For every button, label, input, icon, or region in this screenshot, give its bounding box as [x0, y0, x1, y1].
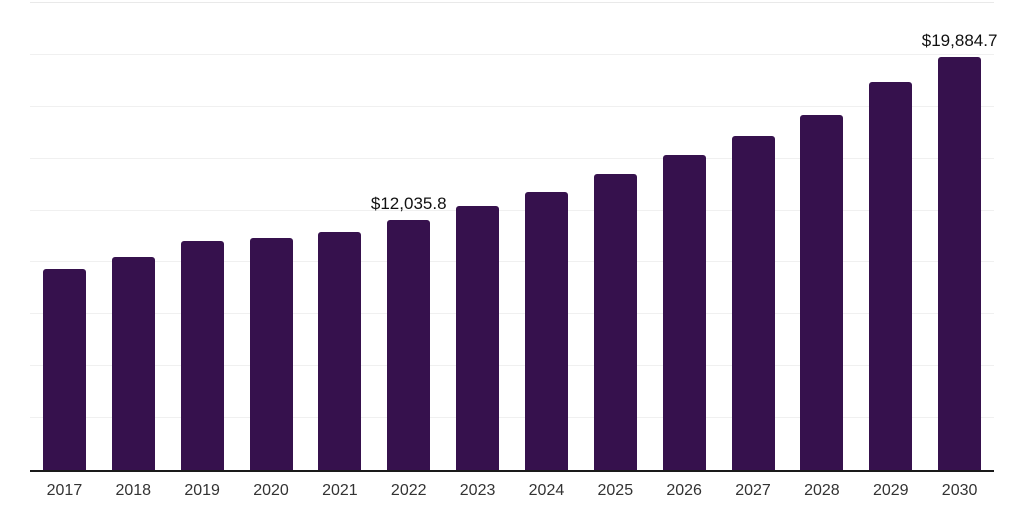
bar-2024 — [524, 192, 568, 470]
bar-slot — [856, 3, 925, 470]
gridline — [30, 313, 994, 315]
x-tick-2024: 2024 — [528, 482, 565, 499]
bar-slot — [719, 3, 788, 470]
bar-2017 — [42, 269, 86, 470]
bar-2020 — [249, 238, 293, 470]
gridline — [30, 157, 994, 159]
x-axis-line — [30, 470, 994, 472]
x-tick-2020: 2020 — [253, 482, 289, 499]
gridline — [30, 261, 994, 263]
x-tick-2025: 2025 — [597, 482, 634, 499]
bar-2027 — [731, 136, 775, 470]
x-tick-2027: 2027 — [735, 482, 771, 499]
gridline — [30, 209, 994, 211]
bar-2023 — [456, 206, 500, 470]
bar-slot — [787, 3, 856, 470]
gridline — [30, 417, 994, 419]
bar-slot: $12,035.8 — [371, 3, 447, 470]
bars-container: $12,035.8 $19,884.7 — [30, 3, 997, 470]
bar-slot — [237, 3, 306, 470]
x-axis-labels: 2017 2018 2019 2020 2021 2022 2023 2024 2025 2026… — [30, 482, 994, 500]
x-tick-2017: 2017 — [46, 482, 83, 499]
x-tick-2029: 2029 — [872, 482, 909, 499]
bar-2029 — [869, 82, 913, 470]
bar-slot — [512, 3, 581, 470]
bar-slot — [99, 3, 168, 470]
x-tick-2023: 2023 — [459, 482, 496, 499]
bar-2030 — [938, 57, 982, 470]
bar-slot — [443, 3, 512, 470]
bar-value-label-2022: $12,035.8 — [370, 194, 447, 213]
bar-slot — [168, 3, 237, 470]
x-tick-2018: 2018 — [115, 482, 152, 499]
bar-2028 — [800, 115, 844, 470]
gridline — [30, 53, 994, 55]
bar-2026 — [662, 155, 706, 470]
bar-2025 — [593, 174, 637, 470]
bar-2021 — [318, 232, 362, 470]
gridline — [30, 105, 994, 107]
x-tick-2021: 2021 — [322, 482, 358, 499]
bar-slot: $19,884.7 — [922, 3, 997, 470]
x-tick-2028: 2028 — [804, 482, 840, 499]
bar-slot — [30, 3, 99, 470]
x-tick-2019: 2019 — [184, 482, 220, 499]
x-tick-2022: 2022 — [390, 482, 427, 499]
plot-area: $12,035.8 $19,884.7 — [30, 2, 997, 470]
bar-slot — [650, 3, 719, 470]
bar-2019 — [180, 241, 224, 470]
bar-slot — [305, 3, 374, 470]
gridline — [30, 2, 994, 3]
bar-value-label-2030: $19,884.7 — [921, 31, 998, 50]
x-tick-2030: 2030 — [941, 482, 978, 499]
bar-2022 — [387, 220, 431, 470]
bar-slot — [581, 3, 650, 470]
x-tick-2026: 2026 — [666, 482, 702, 499]
bar-2018 — [111, 257, 155, 470]
gridline — [30, 365, 994, 367]
